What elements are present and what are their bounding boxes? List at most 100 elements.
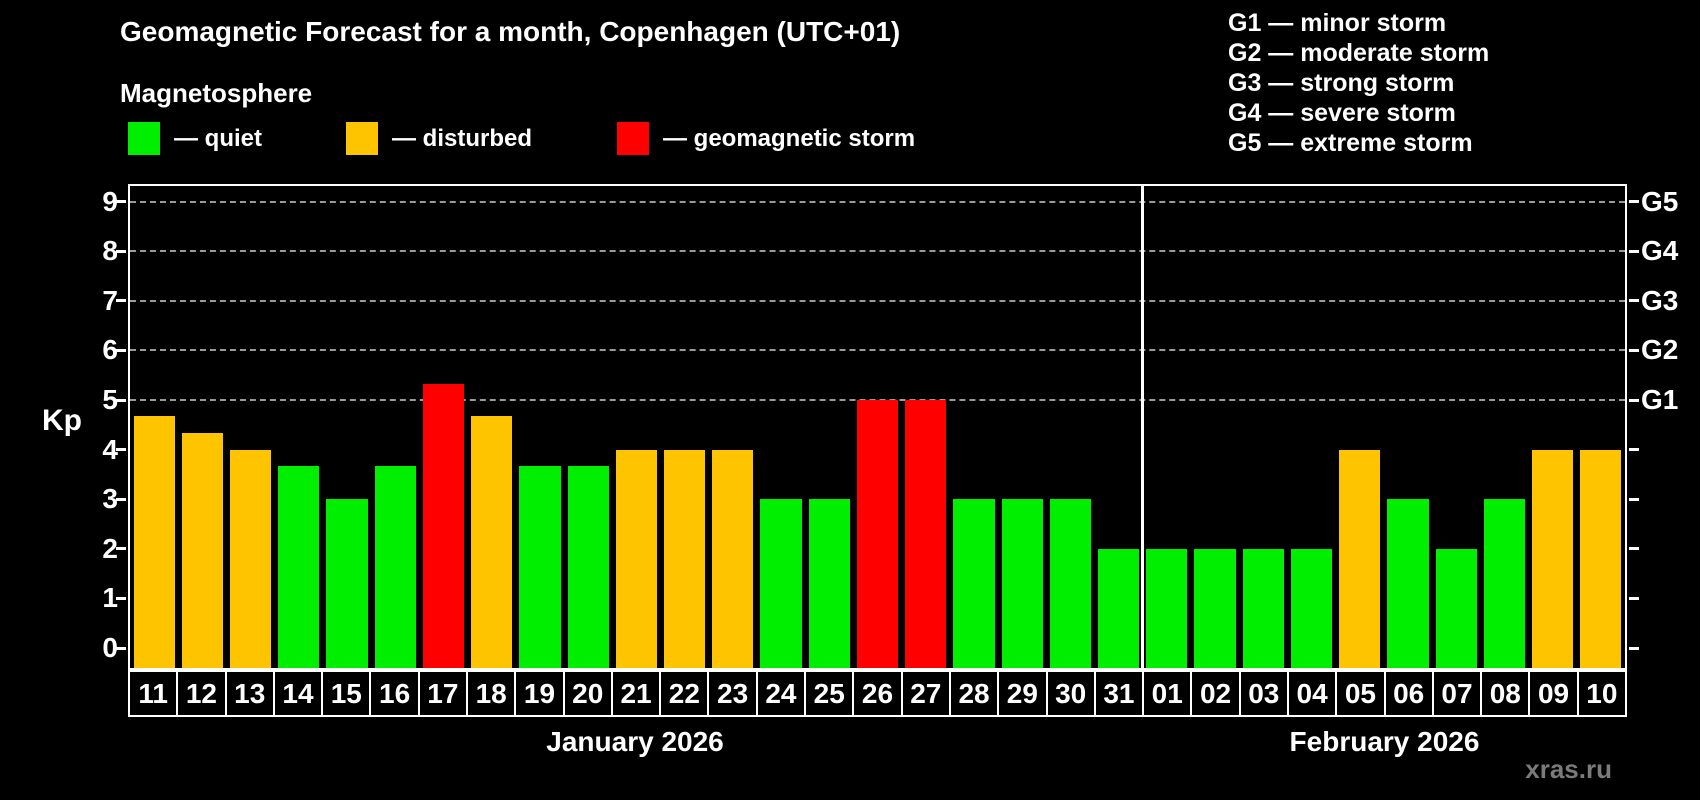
month-divider-line (1141, 186, 1145, 668)
day-label-10: 10 (1576, 670, 1627, 717)
kp-bar-14 (278, 465, 320, 668)
y-tick-label-8: 8 (102, 235, 118, 267)
kp-bar-31 (1098, 548, 1140, 668)
kp-bar-12 (181, 433, 223, 668)
legend-item-quiet: — quiet (128, 122, 262, 155)
day-label-31: 31 (1093, 670, 1145, 717)
y-tick-label-3: 3 (102, 483, 118, 515)
y-tick-label-4: 4 (102, 433, 118, 465)
chart-subtitle: Magnetosphere (120, 78, 313, 108)
legend-item-disturbed: — disturbed (346, 122, 532, 155)
day-label-08: 08 (1480, 670, 1531, 717)
left-axis-tick (116, 200, 126, 204)
gridline-kp7 (130, 299, 1625, 302)
kp-bar-07 (1435, 548, 1477, 668)
chart-title: Geomagnetic Forecast for a month, Copenh… (120, 16, 901, 47)
gridline-kp8 (130, 250, 1625, 253)
left-axis-tick (116, 348, 126, 352)
day-label-12: 12 (176, 670, 227, 717)
kp-bar-06 (1387, 499, 1429, 668)
right-axis-tick (1629, 646, 1639, 650)
right-axis-tick (1629, 596, 1639, 600)
kp-bar-20 (567, 465, 609, 668)
kp-bar-24 (760, 499, 802, 668)
day-label-21: 21 (610, 670, 662, 717)
g5-legend-line: G5 — extreme storm (1228, 129, 1473, 157)
kp-bar-10 (1580, 449, 1622, 668)
day-label-14: 14 (272, 670, 324, 717)
left-axis-tick (116, 497, 126, 501)
kp-bar-18 (471, 416, 513, 668)
left-axis-tick (116, 299, 126, 303)
day-label-26: 26 (852, 670, 903, 717)
kp-bar-27 (905, 400, 947, 668)
g2-legend-line: G2 — moderate storm (1228, 39, 1490, 67)
right-axis-label-g3: G3 (1641, 284, 1679, 316)
x-axis-day-labels: 11 12 13 14 15 16 17 18 19 20 21 22 23 24 25 26 27 28 29 30… (128, 670, 1627, 717)
day-label-09: 09 (1528, 670, 1579, 717)
right-axis-tick (1629, 299, 1639, 303)
left-axis-tick (116, 596, 126, 600)
day-label-11: 11 (128, 670, 179, 717)
kp-bar-15 (326, 499, 368, 668)
right-axis-tick (1629, 547, 1639, 551)
month-label-february: February 2026 (1289, 726, 1480, 757)
right-axis-label-g5: G5 (1641, 185, 1679, 217)
legend-item-storm: — geomagnetic storm (617, 122, 915, 155)
y-tick-label-1: 1 (102, 582, 118, 614)
kp-bar-30 (1049, 499, 1091, 668)
kp-bar-05 (1339, 449, 1381, 668)
legend-label-disturbed: — disturbed (392, 124, 533, 152)
g1-legend-line: G1 — minor storm (1228, 9, 1447, 37)
left-axis-tick (116, 448, 126, 452)
y-tick-label-6: 6 (102, 334, 118, 366)
y-tick-label-5: 5 (102, 384, 118, 415)
day-label-17: 17 (417, 670, 469, 717)
g3-legend-line: G3 — strong storm (1228, 69, 1455, 97)
kp-bar-01 (1146, 548, 1188, 668)
right-axis-tick (1629, 497, 1639, 501)
right-axis-label-g1: G1 (1641, 384, 1679, 415)
day-label-25: 25 (804, 670, 855, 717)
day-label-01: 01 (1142, 670, 1193, 717)
g-scale-legend: G1 — minor storm G2 — moderate storm G3 … (1228, 8, 1489, 158)
day-label-22: 22 (659, 670, 710, 717)
right-axis-tick (1629, 200, 1639, 204)
kp-bar-17 (422, 383, 465, 668)
day-label-19: 19 (514, 670, 565, 717)
y-axis-title: Kp (42, 404, 82, 437)
kp-bar-03 (1242, 548, 1284, 668)
day-label-15: 15 (321, 670, 372, 717)
right-axis-tick (1629, 398, 1639, 402)
day-label-02: 02 (1190, 670, 1241, 717)
legend-label-quiet: — quiet (174, 124, 262, 152)
day-label-29: 29 (997, 670, 1048, 717)
day-label-23: 23 (707, 670, 758, 717)
kp-bar-16 (374, 465, 416, 668)
kp-bar-04 (1290, 548, 1333, 668)
day-label-07: 07 (1431, 670, 1483, 717)
right-axis-tick (1629, 448, 1639, 452)
gridline-kp6 (130, 349, 1625, 352)
kp-bar-09 (1532, 449, 1574, 668)
right-axis-tick (1629, 348, 1639, 352)
day-label-04: 04 (1286, 670, 1338, 717)
kp-bar-02 (1194, 548, 1236, 668)
kp-bar-25 (808, 499, 850, 668)
day-label-18: 18 (466, 670, 517, 717)
y-tick-label-7: 7 (102, 284, 118, 316)
storm-color-swatch (617, 122, 649, 155)
kp-bar-28 (953, 499, 995, 668)
kp-bar-26 (856, 400, 899, 668)
right-axis-label-g2: G2 (1641, 334, 1679, 366)
legend-label-storm: — geomagnetic storm (663, 124, 916, 152)
g4-legend-line: G4 — severe storm (1228, 99, 1456, 127)
y-tick-label-9: 9 (102, 185, 118, 217)
kp-bar-21 (615, 449, 657, 668)
disturbed-color-swatch (346, 122, 378, 155)
left-axis-tick (116, 398, 126, 402)
day-label-30: 30 (1045, 670, 1096, 717)
right-axis-tick (1629, 249, 1639, 253)
kp-bar-22 (663, 449, 706, 668)
